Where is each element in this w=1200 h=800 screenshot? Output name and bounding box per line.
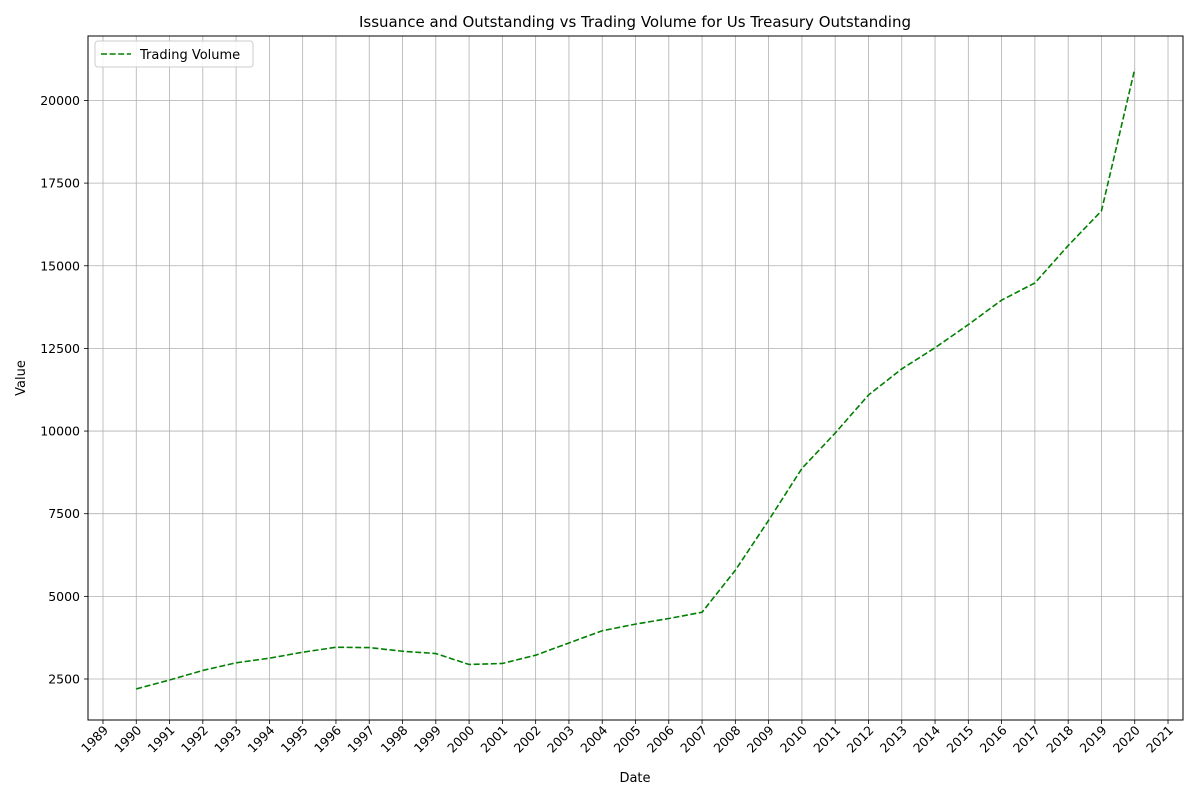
chart-title: Issuance and Outstanding vs Trading Volu…: [359, 13, 911, 31]
series-layer: [136, 68, 1136, 690]
series-line-trading-volume: [136, 68, 1136, 690]
legend: Trading Volume: [94, 40, 254, 68]
y-tick-label: 7500: [48, 506, 80, 521]
y-tick-label: 20000: [40, 93, 80, 108]
y-tick-label: 15000: [40, 258, 80, 273]
y-tick-label: 2500: [48, 672, 80, 687]
y-axis-label: Value: [14, 360, 29, 396]
x-axis-label: Date: [619, 771, 650, 786]
y-tick-label: 5000: [48, 589, 80, 604]
grid-lines: [88, 36, 1183, 720]
legend-label-trading-volume: Trading Volume: [139, 48, 240, 63]
y-tick-label: 17500: [40, 176, 80, 191]
y-axis-ticks: 2500 5000 7500 10000 12500 15000 17500 20000: [40, 93, 88, 687]
y-tick-label: 12500: [40, 341, 80, 356]
y-tick-label: 10000: [40, 424, 80, 439]
legend-box: [94, 40, 254, 68]
